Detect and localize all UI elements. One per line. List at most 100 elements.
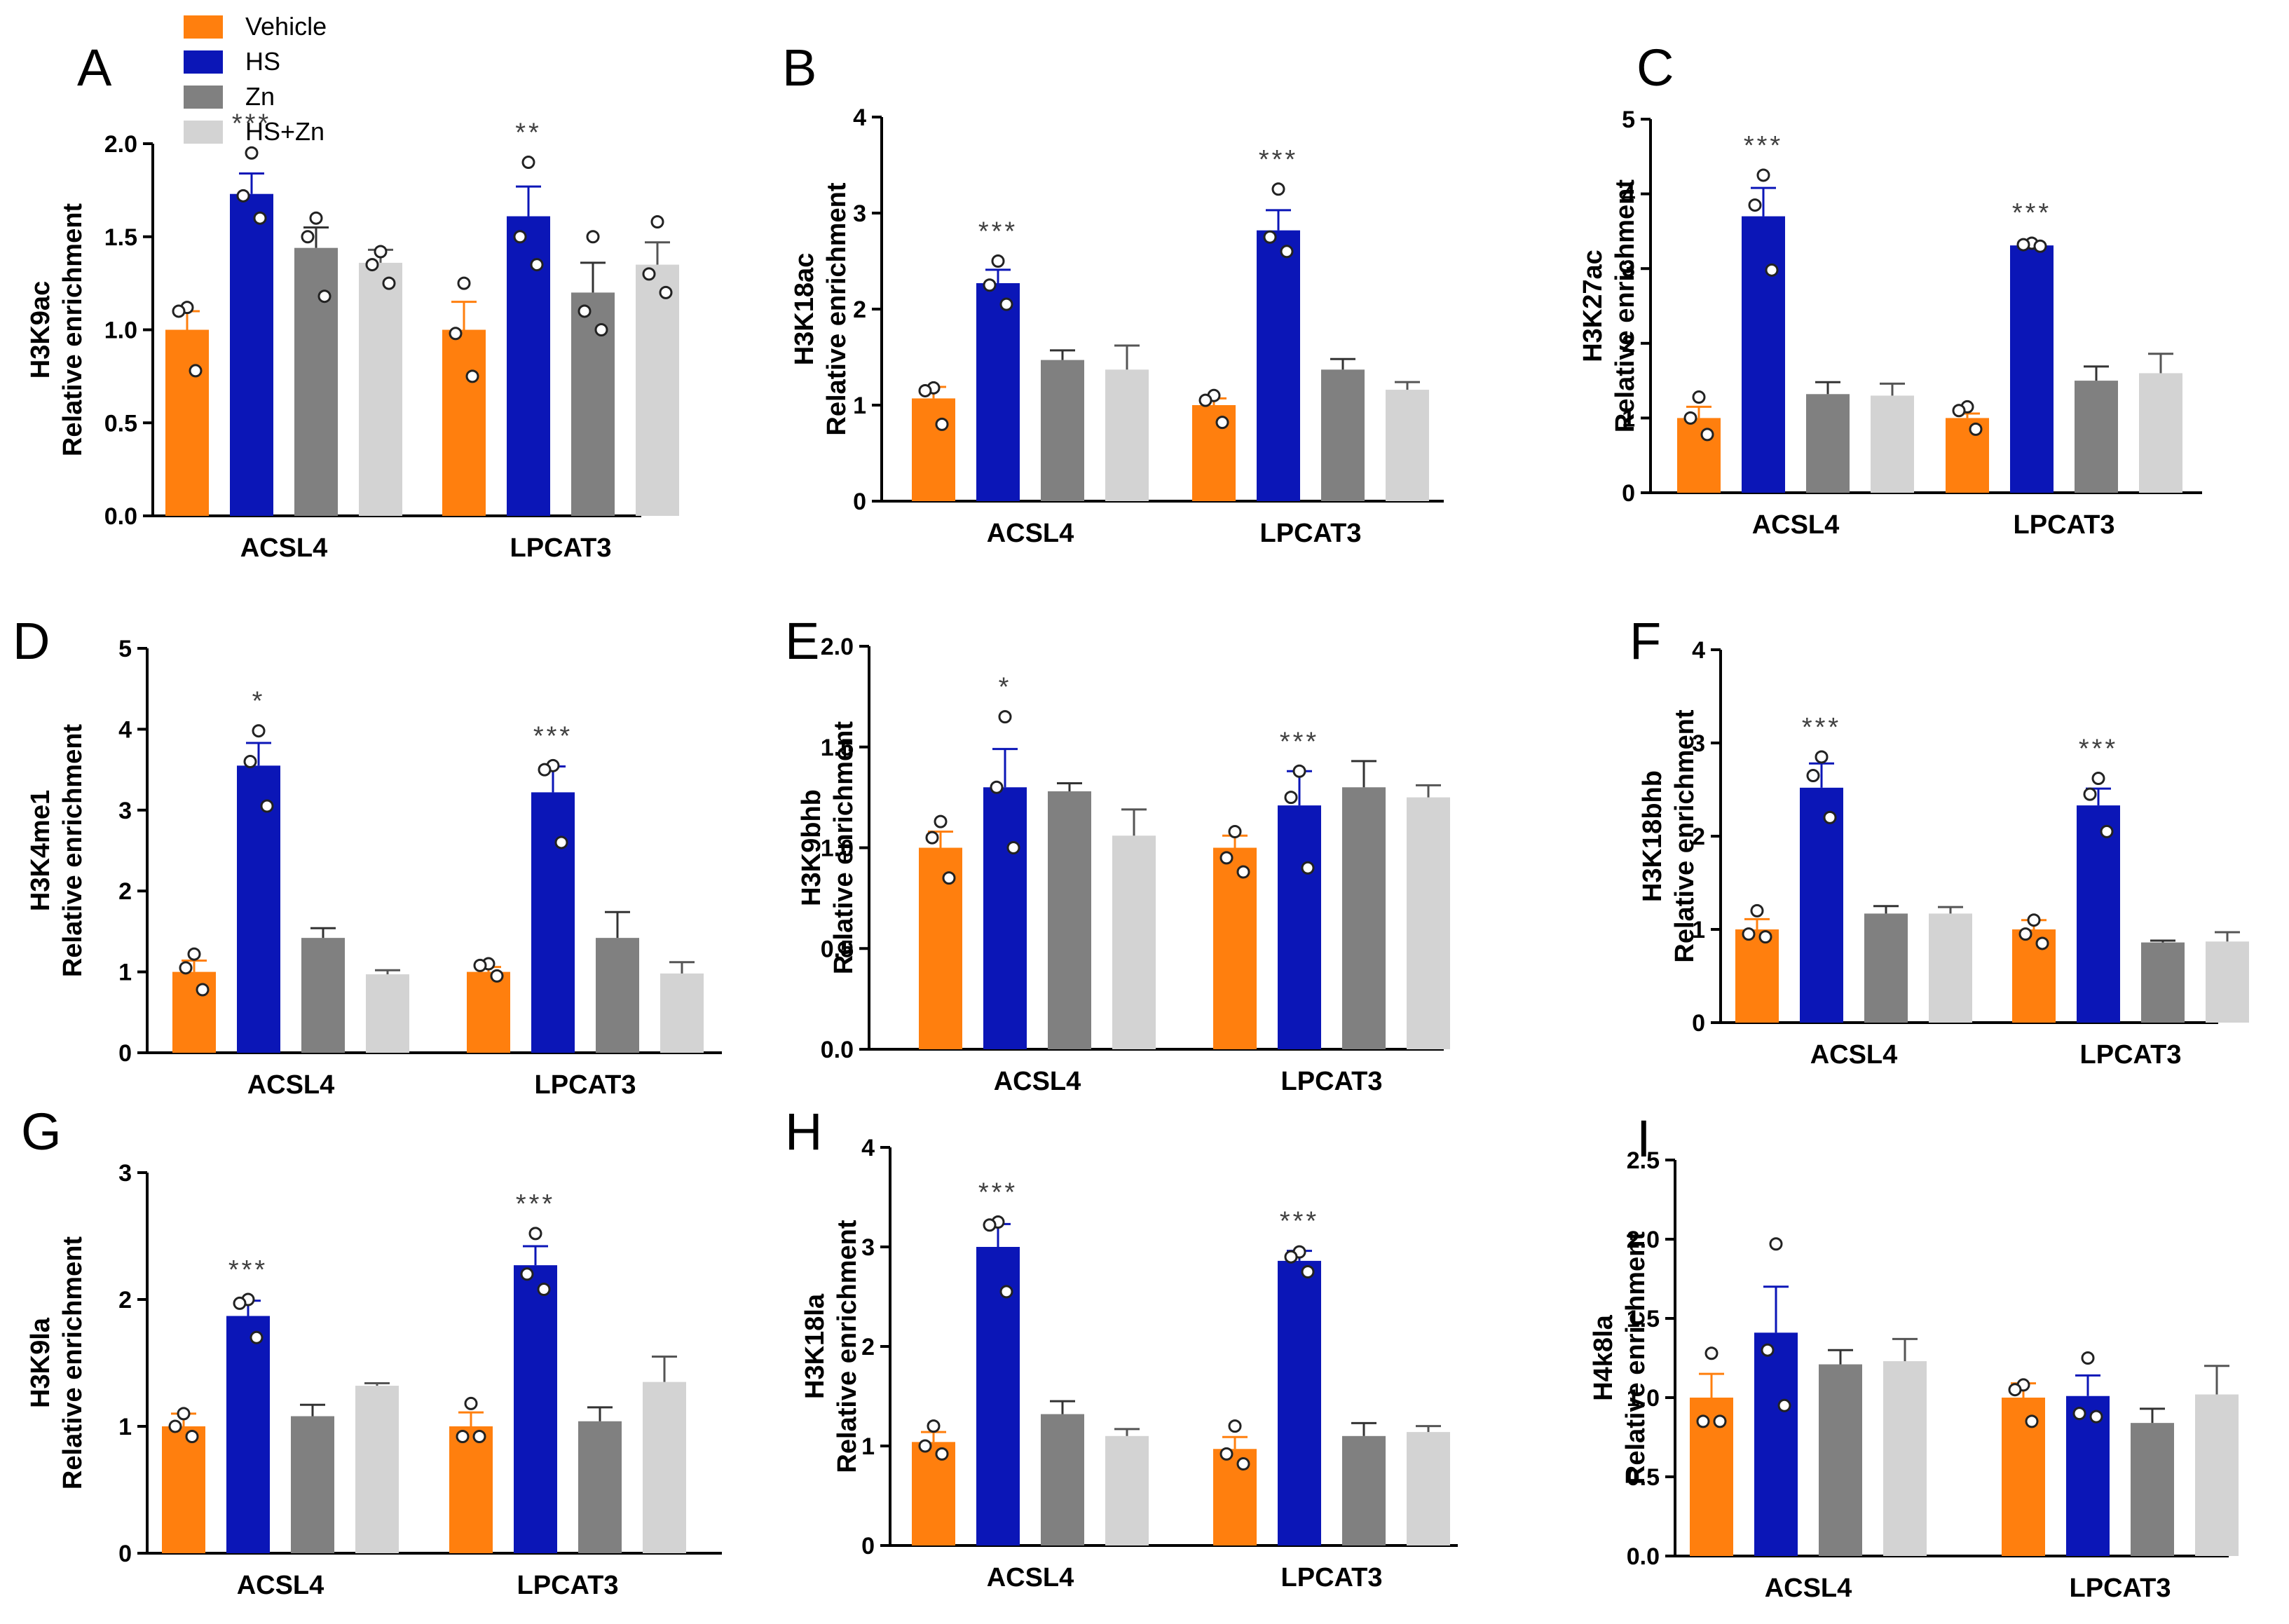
bar-hs-zn-lpcat3: [636, 264, 679, 516]
bar-zn-lpcat3: [2075, 381, 2118, 493]
data-point: [934, 814, 948, 828]
y-tick-label: 3: [1692, 730, 1705, 757]
significance-marker: ***: [1280, 1207, 1319, 1236]
legend-label: HS: [245, 47, 280, 76]
bar-hs-zn-acsl4: [355, 1386, 399, 1553]
data-point: [168, 1419, 182, 1433]
y-tick-label: 0.0: [821, 1037, 854, 1063]
data-point: [472, 1429, 486, 1443]
panel-a: A 0.0 0.5 1.0 1.5 2.0 H3K9ac Relative enrichmen…: [26, 39, 679, 563]
bar-vehicle-acsl4: [1677, 418, 1721, 493]
significance-marker: ***: [1280, 727, 1319, 756]
data-point: [1215, 416, 1229, 430]
bar-vehicle-acsl4: [912, 1442, 955, 1545]
bar-zn-lpcat3: [571, 292, 615, 516]
significance-marker: ***: [232, 109, 271, 138]
data-point: [942, 871, 956, 885]
y-tick-label: 3: [1622, 256, 1635, 282]
bar-hs-acsl4: [1742, 216, 1785, 493]
y-tick-label: 0.5: [1627, 1464, 1660, 1491]
y-tick-label: 0: [861, 1533, 875, 1560]
x-tick-label-acsl4: ACSL4: [987, 519, 1074, 548]
x-tick-label-lpcat3: LPCAT3: [517, 1571, 619, 1600]
data-point: [196, 983, 210, 997]
bar-zn-acsl4: [301, 938, 345, 1053]
y-tick-label: 3: [853, 200, 866, 227]
y-tick-label: 1.0: [821, 835, 854, 862]
data-point: [2081, 1351, 2095, 1365]
data-point: [449, 327, 463, 341]
significance-marker: ***: [2079, 735, 2118, 764]
y-axis-label-mark: H3K27ac: [1578, 250, 1608, 362]
significance-marker: ***: [978, 1178, 1018, 1208]
panel-letter: I: [1637, 1110, 1651, 1168]
data-point: [1756, 168, 1770, 182]
bar-zn-lpcat3: [1342, 787, 1386, 1049]
data-point: [1750, 903, 1764, 917]
bar-vehicle-acsl4: [172, 971, 216, 1053]
legend-swatch-hs-zn: [184, 121, 223, 144]
data-point: [1301, 1265, 1315, 1278]
data-point: [382, 276, 396, 290]
y-axis-label-title: Relative enrichment: [58, 203, 88, 456]
data-point: [457, 276, 471, 290]
data-point: [490, 969, 504, 983]
data-point: [935, 417, 949, 431]
y-tick-label: 4: [853, 104, 866, 131]
y-tick-label: 2: [118, 878, 132, 905]
x-tick-label-lpcat3: LPCAT3: [510, 533, 612, 563]
bar-hs-lpcat3: [1278, 1260, 1321, 1545]
panel-i: I 0.0 0.5 1.0 1.5 2.0 2.5 H4k8la Relative enrich…: [1589, 1110, 2239, 1603]
y-axis-label-mark: H3K18ac: [790, 253, 819, 366]
legend-swatch-hs: [184, 50, 223, 74]
data-point: [185, 1429, 199, 1443]
data-point: [1263, 230, 1277, 244]
data-point: [1765, 263, 1779, 277]
bar-vehicle-acsl4: [1690, 1398, 1733, 1556]
legend: Vehicle HS Zn HS+Zn: [184, 12, 327, 146]
y-tick-label: 0.5: [104, 410, 137, 437]
data-point: [187, 947, 201, 961]
x-tick-label-lpcat3: LPCAT3: [2070, 1574, 2171, 1603]
bar-zn-lpcat3: [1342, 1435, 1386, 1545]
y-tick-label: 1.0: [104, 318, 137, 344]
data-point: [2083, 787, 2097, 801]
data-point: [301, 230, 315, 244]
data-point: [1761, 1343, 1775, 1357]
data-point: [935, 1447, 949, 1461]
y-tick-label: 3: [118, 798, 132, 824]
data-point: [374, 245, 388, 259]
data-point: [925, 831, 939, 845]
significance-marker: ***: [978, 217, 1018, 247]
y-tick-label: 4: [861, 1135, 875, 1161]
panel-b: B 0 1 2 3 4 H3K18ac Relative enrichment ACSL4 LPC…: [782, 39, 1444, 548]
data-point: [233, 1296, 247, 1310]
y-axis-label-mark: H3K9ac: [26, 281, 55, 378]
significance-marker: *: [252, 687, 266, 716]
data-point: [243, 755, 257, 769]
y-tick-label: 2: [861, 1334, 875, 1360]
bar-hs-lpcat3: [507, 216, 550, 516]
bar-hs-zn-acsl4: [1105, 369, 1149, 501]
bar-hs-zn-acsl4: [1871, 395, 1914, 493]
y-axis-label-title: Relative enrichment: [822, 182, 852, 435]
x-tick-label-acsl4: ACSL4: [247, 1070, 335, 1100]
y-tick-label: 2: [1692, 824, 1705, 850]
data-point: [2027, 913, 2041, 927]
x-tick-label-acsl4: ACSL4: [237, 1571, 324, 1600]
y-tick-label: 2.5: [1627, 1147, 1660, 1174]
data-point: [990, 780, 1004, 794]
y-tick-label: 2: [118, 1287, 132, 1313]
y-tick-label: 1.0: [1627, 1385, 1660, 1412]
data-point: [365, 258, 379, 272]
data-point: [260, 799, 274, 813]
data-point: [1704, 1346, 1719, 1360]
y-tick-label: 2.0: [1627, 1227, 1660, 1253]
bar-zn-lpcat3: [578, 1421, 622, 1553]
bar-vehicle-lpcat3: [2002, 1398, 2045, 1556]
significance-marker: ***: [2012, 198, 2051, 228]
bar-vehicle-lpcat3: [1192, 405, 1236, 501]
bar-hs-lpcat3: [2077, 805, 2120, 1023]
panel-letter: C: [1637, 39, 1674, 97]
